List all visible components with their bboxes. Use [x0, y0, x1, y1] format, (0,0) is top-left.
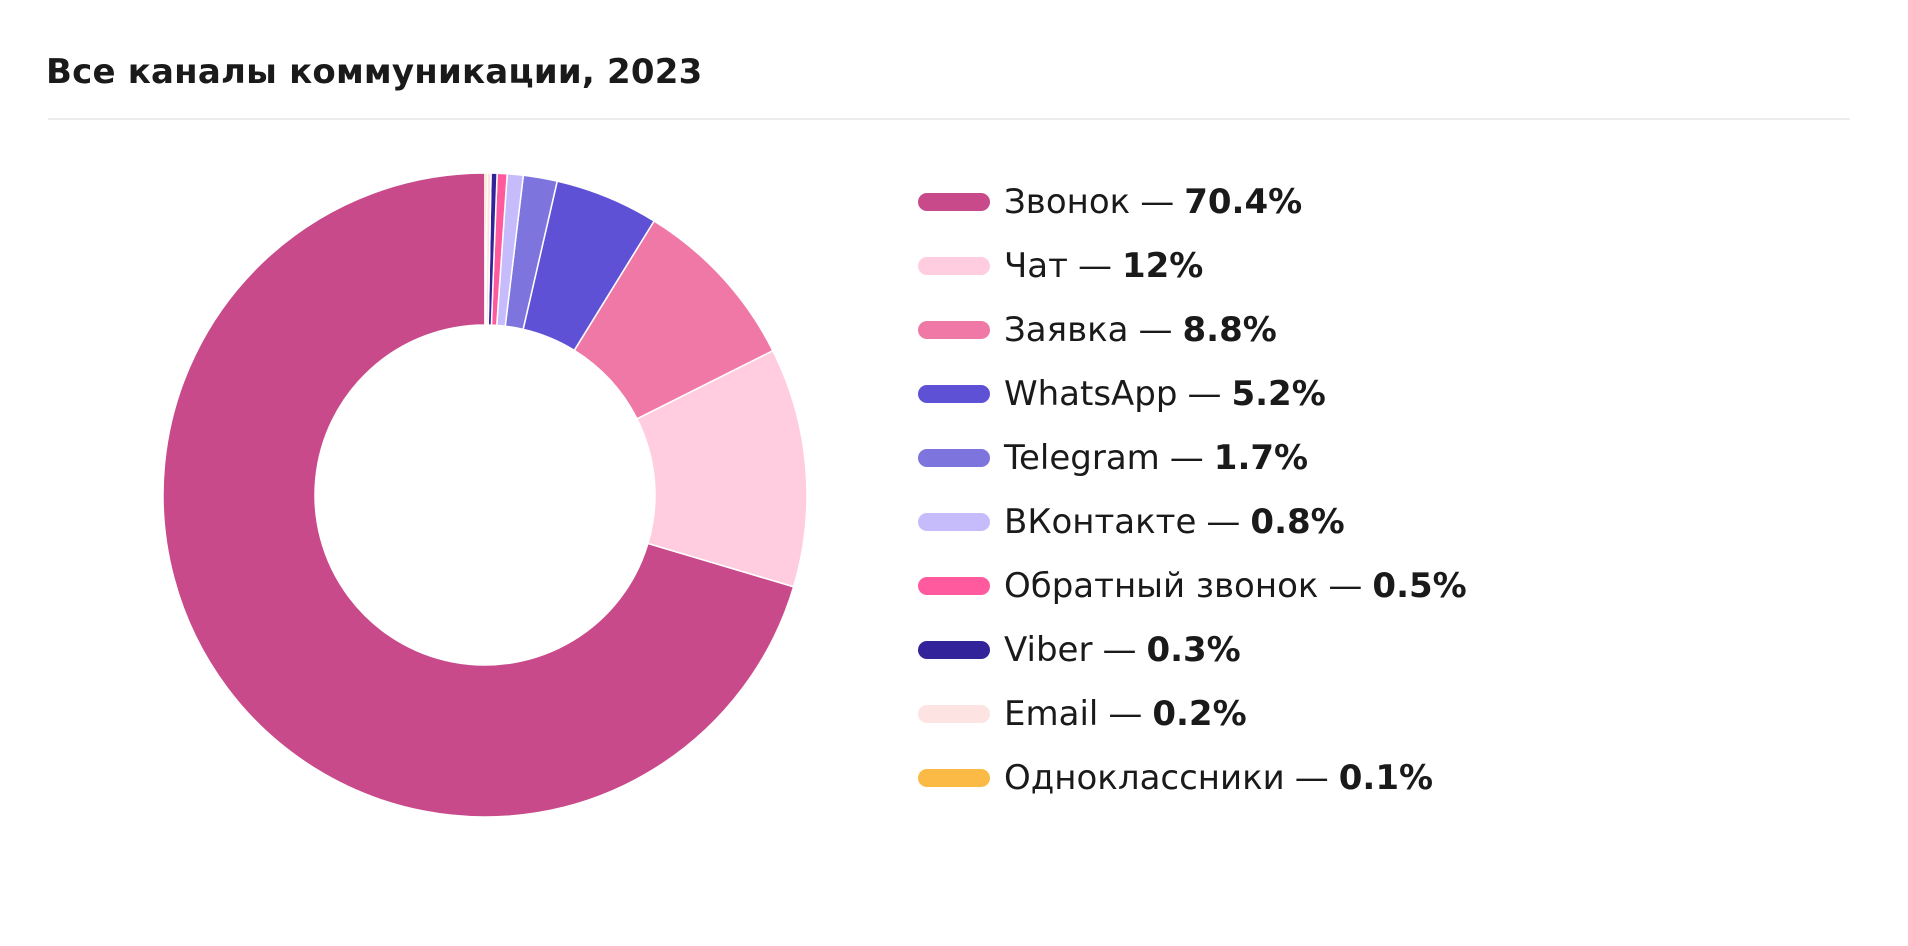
legend-item: ВКонтакте — 0.8%: [918, 490, 1818, 554]
legend-swatch: [918, 321, 990, 339]
legend-item: Telegram — 1.7%: [918, 426, 1818, 490]
legend-value: 0.2%: [1152, 694, 1247, 734]
donut-slice-0: [162, 172, 795, 818]
legend-item: Чат — 12%: [918, 234, 1818, 298]
legend-label: Обратный звонок: [1004, 566, 1319, 606]
chart-title: Все каналы коммуникации, 2023: [46, 52, 703, 92]
legend-item: Одноклассники — 0.1%: [918, 746, 1818, 810]
legend-value: 8.8%: [1182, 310, 1277, 350]
legend-item: WhatsApp — 5.2%: [918, 362, 1818, 426]
legend-label: Telegram: [1004, 438, 1160, 478]
legend-separator: —: [1206, 502, 1241, 542]
legend-swatch: [918, 257, 990, 275]
title-divider: [48, 118, 1850, 120]
legend-swatch: [918, 513, 990, 531]
donut-slice-1: [635, 349, 808, 588]
donut-slice-9: [484, 172, 488, 326]
legend-label: Звонок: [1004, 182, 1131, 222]
legend-label: Viber: [1004, 630, 1093, 670]
legend-label: Чат: [1004, 246, 1068, 286]
legend-value: 12%: [1121, 246, 1204, 286]
legend-swatch: [918, 449, 990, 467]
legend-value: 1.7%: [1213, 438, 1309, 478]
legend-item: Email — 0.2%: [918, 682, 1818, 746]
legend-separator: —: [1077, 246, 1112, 286]
legend-separator: —: [1169, 438, 1204, 478]
legend-swatch: [918, 193, 990, 211]
legend-value: 70.4%: [1184, 182, 1303, 222]
legend-item: Обратный звонок — 0.5%: [918, 554, 1818, 618]
legend-value: 0.5%: [1372, 566, 1467, 606]
legend-item: Звонок — 70.4%: [918, 170, 1818, 234]
legend-separator: —: [1294, 758, 1329, 798]
legend-item: Заявка — 8.8%: [918, 298, 1818, 362]
legend-swatch: [918, 769, 990, 787]
legend-label: WhatsApp: [1004, 374, 1178, 414]
legend-separator: —: [1140, 182, 1175, 222]
legend-swatch: [918, 577, 990, 595]
legend-label: ВКонтакте: [1004, 502, 1197, 542]
legend-label: Email: [1004, 694, 1099, 734]
legend-label: Заявка: [1004, 310, 1129, 350]
legend-swatch: [918, 641, 990, 659]
legend-value: 0.8%: [1250, 502, 1345, 542]
donut-chart: [160, 170, 810, 820]
legend-separator: —: [1138, 310, 1173, 350]
donut-chart-svg: [162, 172, 808, 818]
legend-label: Одноклассники: [1004, 758, 1285, 798]
chart-legend: Звонок — 70.4% Чат — 12% Заявка — 8.8% W…: [918, 170, 1818, 810]
legend-separator: —: [1108, 694, 1143, 734]
legend-separator: —: [1187, 374, 1222, 414]
legend-item: Viber — 0.3%: [918, 618, 1818, 682]
legend-separator: —: [1328, 566, 1363, 606]
legend-value: 0.3%: [1146, 630, 1241, 670]
legend-separator: —: [1102, 630, 1137, 670]
legend-value: 5.2%: [1231, 374, 1326, 414]
legend-swatch: [918, 705, 990, 723]
legend-value: 0.1%: [1338, 758, 1434, 798]
legend-swatch: [918, 385, 990, 403]
